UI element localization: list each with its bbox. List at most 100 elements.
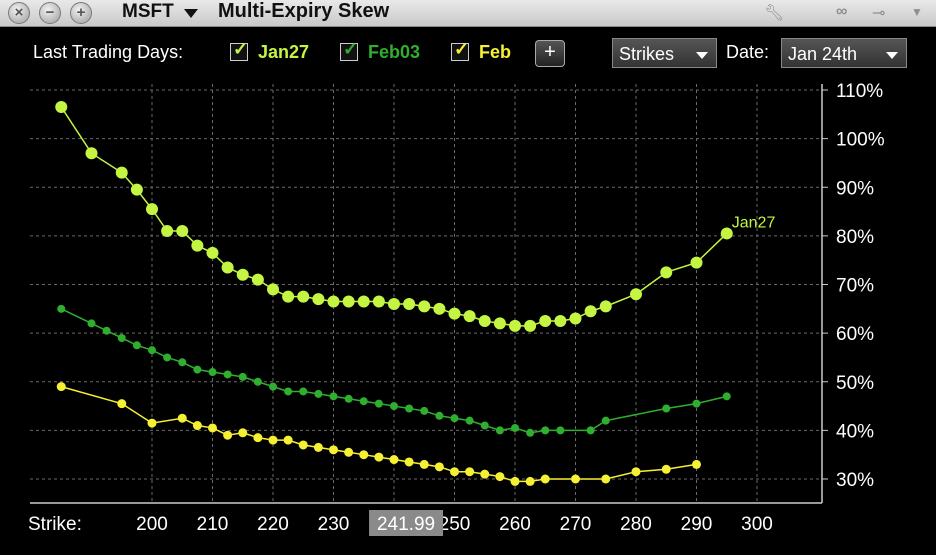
feb03-checkbox[interactable]: ✓ (340, 39, 358, 61)
data-point-feb03 (178, 358, 187, 367)
close-icon[interactable]: × (8, 2, 30, 24)
data-point-feb (117, 399, 127, 409)
data-point-jan27 (690, 256, 703, 269)
link-icon[interactable]: ∞ (836, 3, 848, 20)
data-point-feb03 (284, 387, 293, 396)
data-point-jan27 (236, 268, 249, 281)
data-point-feb (434, 462, 444, 472)
series: Jan27 (55, 101, 775, 486)
data-point-feb (510, 476, 520, 486)
data-point-feb03 (480, 421, 489, 430)
data-point-feb (147, 418, 157, 428)
data-point-feb03 (223, 370, 232, 379)
y-tick-label: 70% (836, 276, 874, 297)
data-point-feb03 (556, 426, 565, 435)
pin-icon[interactable]: ⊸ (872, 5, 886, 22)
x-tick-label: 200 (136, 514, 168, 535)
data-point-feb (601, 474, 611, 484)
data-point-feb (631, 467, 641, 477)
y-tick-label: 80% (836, 227, 874, 248)
data-point-feb03 (405, 404, 414, 413)
data-point-feb03 (374, 399, 383, 408)
jan27-series-label[interactable]: Jan27 (258, 42, 310, 62)
jan27-checkbox[interactable]: ✓ (230, 39, 248, 61)
y-tick-label: 60% (836, 324, 874, 345)
data-point-jan27 (660, 266, 673, 279)
feb03-series-label[interactable]: Feb03 (368, 42, 421, 62)
maximize-icon[interactable]: + (70, 2, 92, 24)
data-point-jan27 (342, 295, 355, 308)
data-point-feb03 (541, 426, 550, 435)
y-tick-label: 30% (836, 470, 874, 491)
data-point-jan27 (554, 314, 567, 327)
add-expiry-button[interactable]: + (535, 40, 565, 67)
data-point-jan27 (161, 225, 174, 238)
data-point-feb (253, 433, 263, 443)
menu-icon[interactable]: ▼ (911, 5, 923, 19)
minimize-icon[interactable]: − (39, 2, 61, 24)
y-tick-label: 110% (836, 81, 883, 102)
data-point-feb (495, 472, 505, 482)
data-point-jan27 (297, 290, 310, 303)
symbol-selector[interactable]: MSFT (122, 1, 174, 22)
data-point-feb (344, 447, 354, 457)
x-tick-label: 250 (439, 514, 471, 535)
chevron-down-icon[interactable] (184, 9, 198, 18)
date-label: Date: (726, 42, 770, 62)
chevron-down-icon (886, 52, 898, 59)
data-point-feb (238, 428, 248, 438)
date-dropdown[interactable]: Jan 24th (781, 38, 907, 68)
feb-checkbox[interactable]: ✓ (451, 39, 469, 61)
data-point-feb03 (450, 414, 459, 423)
data-point-jan27 (569, 312, 582, 325)
data-point-jan27 (539, 314, 552, 327)
data-point-jan27 (388, 297, 400, 310)
wrench-icon[interactable]: 🔧︎ (764, 5, 785, 22)
x-tick-label: 290 (681, 514, 713, 535)
x-tick-label: 280 (620, 514, 652, 535)
data-point-feb03 (722, 392, 731, 401)
data-point-feb03 (269, 382, 277, 391)
data-point-jan27 (463, 310, 476, 323)
data-point-feb (268, 435, 278, 445)
data-point-feb (692, 459, 701, 469)
data-point-feb (480, 469, 490, 479)
data-point-feb03 (692, 399, 701, 408)
data-point-feb03 (344, 394, 353, 403)
strikes-dropdown[interactable]: Strikes (612, 38, 717, 68)
data-point-feb03 (359, 397, 368, 406)
data-point-jan27 (478, 314, 491, 327)
data-point-feb (192, 421, 202, 431)
data-point-jan27 (720, 227, 733, 240)
data-point-jan27 (524, 319, 537, 332)
title-bar: × − + MSFT Multi-Expiry Skew 🔧︎ ∞ ⊸ ▼ (0, 0, 936, 27)
chevron-down-icon (696, 52, 708, 59)
last-trading-days-label: Last Trading Days: (33, 42, 184, 62)
data-point-feb (177, 413, 187, 423)
data-point-feb (359, 450, 369, 460)
data-point-feb03 (117, 333, 126, 342)
feb-series-label[interactable]: Feb (479, 42, 512, 62)
data-point-jan27 (357, 295, 370, 308)
data-point-jan27 (327, 295, 340, 308)
data-point-feb03 (435, 411, 444, 420)
data-point-jan27 (251, 273, 264, 286)
data-point-feb (374, 452, 384, 462)
data-point-feb03 (526, 428, 535, 437)
data-point-feb03 (601, 416, 610, 425)
data-point-feb03 (314, 389, 323, 398)
data-point-feb (389, 455, 399, 465)
data-point-jan27 (191, 239, 204, 252)
data-point-feb03 (163, 353, 172, 362)
data-point-feb03 (511, 423, 519, 432)
data-point-feb (450, 467, 459, 477)
y-tick-label: 90% (836, 178, 874, 199)
data-point-feb03 (465, 416, 474, 425)
data-point-feb03 (208, 368, 217, 377)
series-end-label: Jan27 (732, 214, 776, 231)
data-point-feb (465, 467, 475, 477)
strikes-dropdown-label: Strikes (619, 44, 675, 64)
data-point-jan27 (282, 290, 295, 303)
data-point-feb03 (586, 426, 595, 435)
